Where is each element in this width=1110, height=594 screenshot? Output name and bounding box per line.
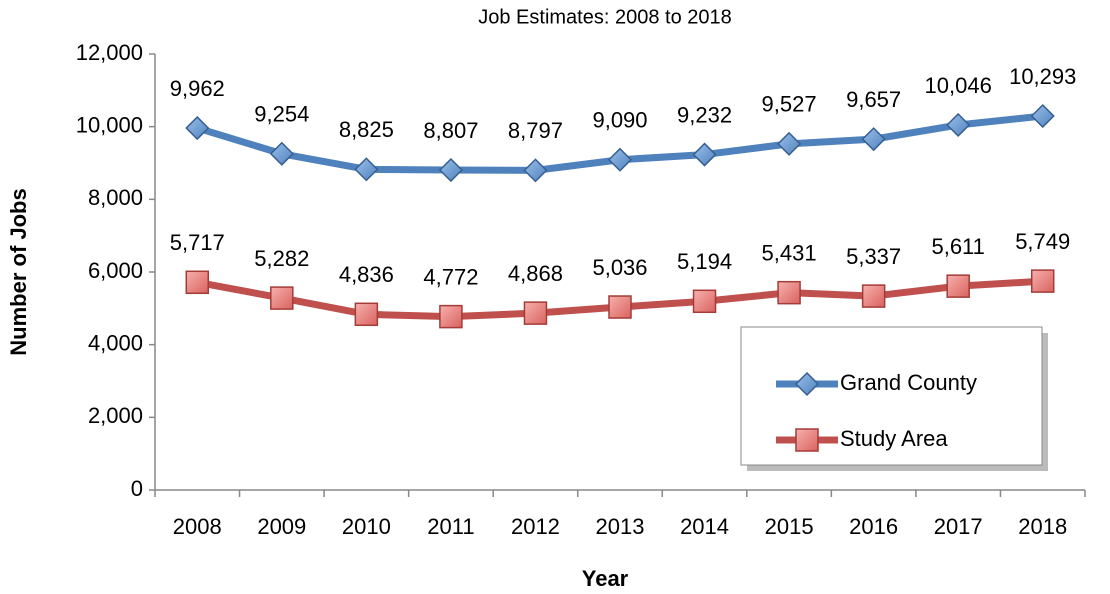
data-label: 8,825 bbox=[339, 117, 394, 142]
data-label: 9,254 bbox=[254, 102, 309, 127]
data-label: 5,611 bbox=[931, 234, 984, 259]
marker bbox=[1030, 103, 1055, 129]
data-label: 4,868 bbox=[508, 261, 563, 286]
data-label: 5,337 bbox=[846, 244, 901, 269]
marker bbox=[523, 158, 548, 183]
marker bbox=[861, 284, 886, 308]
x-tick-label: 2018 bbox=[1018, 514, 1067, 539]
y-tick-label: 8,000 bbox=[88, 185, 143, 210]
marker bbox=[523, 301, 548, 325]
legend-marker bbox=[795, 428, 819, 452]
data-label: 10,046 bbox=[925, 73, 992, 98]
y-axis-title: Number of Jobs bbox=[6, 188, 31, 355]
data-label: 5,282 bbox=[254, 246, 309, 271]
marker bbox=[777, 280, 801, 305]
y-tick-label: 12,000 bbox=[76, 40, 143, 65]
legend-label: Study Area bbox=[840, 426, 948, 451]
data-label: 9,090 bbox=[592, 108, 647, 133]
marker bbox=[439, 304, 463, 329]
data-label: 5,749 bbox=[1015, 229, 1070, 254]
x-axis-title: Year bbox=[582, 566, 629, 591]
x-tick-label: 2013 bbox=[596, 514, 645, 539]
x-tick-label: 2015 bbox=[765, 514, 814, 539]
x-tick-label: 2009 bbox=[257, 514, 306, 539]
marker bbox=[185, 115, 210, 141]
marker bbox=[185, 270, 210, 295]
data-label: 4,772 bbox=[423, 264, 478, 289]
y-tick-label: 4,000 bbox=[88, 330, 143, 355]
marker bbox=[1030, 269, 1055, 293]
data-label: 9,962 bbox=[170, 76, 225, 101]
x-tick-label: 2012 bbox=[511, 514, 560, 539]
x-tick-label: 2011 bbox=[427, 514, 474, 539]
marker bbox=[438, 157, 463, 183]
data-label: 5,431 bbox=[762, 240, 817, 265]
legend-label: Grand County bbox=[840, 370, 977, 395]
x-tick-label: 2014 bbox=[680, 514, 729, 539]
marker bbox=[861, 127, 886, 152]
marker bbox=[608, 295, 632, 319]
marker bbox=[270, 286, 294, 310]
marker bbox=[692, 289, 717, 314]
marker bbox=[354, 157, 379, 182]
data-label: 5,194 bbox=[677, 249, 732, 274]
marker bbox=[269, 141, 294, 166]
chart-title: Job Estimates: 2008 to 2018 bbox=[478, 6, 732, 28]
data-label: 5,717 bbox=[170, 230, 225, 255]
data-label: 9,232 bbox=[677, 102, 732, 127]
y-tick-label: 2,000 bbox=[88, 403, 143, 428]
x-tick-label: 2016 bbox=[849, 514, 898, 539]
data-label: 4,836 bbox=[339, 262, 394, 287]
x-tick-label: 2010 bbox=[342, 514, 391, 539]
marker bbox=[354, 302, 379, 327]
marker bbox=[946, 112, 971, 138]
data-label: 10,293 bbox=[1009, 64, 1076, 89]
y-tick-label: 6,000 bbox=[88, 258, 143, 283]
x-tick-label: 2017 bbox=[934, 514, 983, 539]
x-tick-label: 2008 bbox=[173, 514, 222, 539]
marker bbox=[777, 131, 802, 156]
marker bbox=[946, 274, 970, 298]
data-label: 9,527 bbox=[762, 92, 817, 117]
y-tick-label: 10,000 bbox=[76, 112, 143, 137]
legend: Grand County Study Area bbox=[740, 326, 1048, 471]
legend-marker bbox=[794, 371, 820, 397]
marker bbox=[692, 142, 717, 167]
data-label: 5,036 bbox=[592, 255, 647, 280]
data-label: 8,807 bbox=[423, 118, 478, 143]
y-tick-label: 0 bbox=[131, 476, 143, 501]
marker bbox=[607, 147, 633, 172]
data-label: 9,657 bbox=[846, 87, 901, 112]
data-label: 8,797 bbox=[508, 118, 563, 143]
